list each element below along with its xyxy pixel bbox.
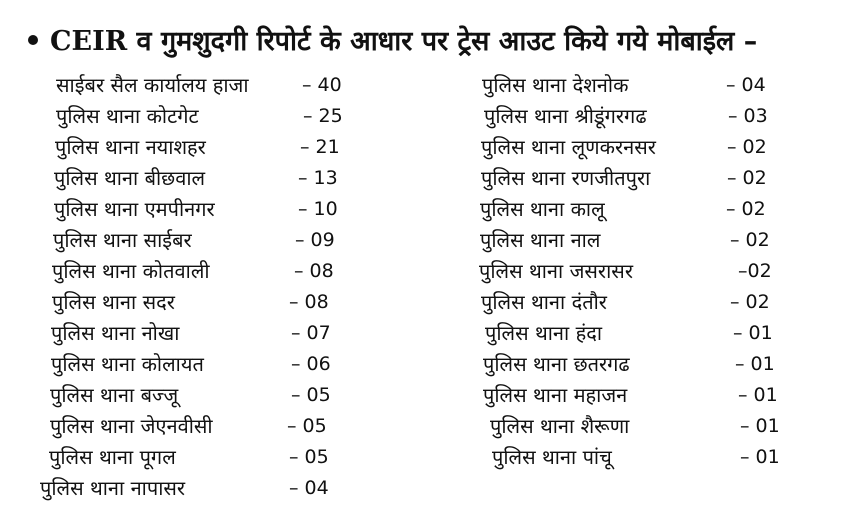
station-name: पुलिस थाना नयाशहर [55, 135, 206, 159]
mobile-count: – 02 [730, 291, 770, 313]
list-item: पुलिस थाना कोलायत – 06 [0, 349, 420, 380]
station-name: पुलिस थाना साईबर [53, 228, 192, 252]
mobile-count: – 04 [289, 477, 329, 499]
station-name: पुलिस थाना महाजन [483, 383, 628, 407]
station-name: पुलिस थाना नाल [480, 228, 601, 252]
mobile-count: – 01 [733, 322, 773, 344]
mobile-count: – 25 [303, 105, 343, 127]
station-name: पुलिस थाना नोखा [51, 321, 180, 345]
mobile-count: – 02 [730, 229, 770, 251]
mobile-count: – 21 [300, 136, 340, 158]
list-item: पुलिस थाना पांचू – 01 [470, 442, 850, 473]
list-item: पुलिस थाना जसरासर –02 [470, 256, 850, 287]
list-item: पुलिस थाना जेएनवीसी – 05 [0, 411, 420, 442]
station-name: पुलिस थाना सदर [52, 290, 175, 314]
station-name: पुलिस थाना पांचू [492, 445, 612, 469]
list-item: पुलिस थाना नयाशहर – 21 [0, 132, 420, 163]
list-item: पुलिस थाना रणजीतपुरा – 02 [470, 163, 850, 194]
mobile-count: – 04 [726, 74, 766, 96]
mobile-count: – 09 [295, 229, 335, 251]
mobile-count: –02 [738, 260, 772, 282]
list-item: पुलिस थाना देशनोक – 04 [470, 70, 850, 101]
station-name: पुलिस थाना कोटगेट [56, 104, 199, 128]
mobile-count: – 02 [726, 198, 766, 220]
mobile-count: – 08 [289, 291, 329, 313]
mobile-count: – 08 [294, 260, 334, 282]
list-item: पुलिस थाना हंदा – 01 [470, 318, 850, 349]
mobile-count: – 03 [728, 105, 768, 127]
list-item: पुलिस थाना महाजन – 01 [470, 380, 850, 411]
station-name: पुलिस थाना दंतौर [481, 290, 607, 314]
mobile-count: – 10 [298, 198, 338, 220]
heading-prefix: CEIR [50, 26, 128, 57]
list-item: पुलिस थाना एमपीनगर – 10 [0, 194, 420, 225]
station-name: पुलिस थाना पूगल [49, 445, 176, 469]
mobile-count: – 02 [727, 136, 767, 158]
section-heading: CEIR व गुमशुदगी रिपोर्ट के आधार पर ट्रेस… [28, 22, 757, 62]
mobile-count: – 02 [727, 167, 767, 189]
bullet-icon [28, 34, 38, 45]
mobile-count: – 40 [302, 74, 342, 96]
left-column: साईबर सैल कार्यालय हाजा – 40 पुलिस थाना … [0, 70, 420, 504]
list-item: पुलिस थाना दंतौर – 02 [470, 287, 850, 318]
station-name: पुलिस थाना श्रीडूंगरगढ [484, 104, 647, 128]
list-item: पुलिस थाना साईबर – 09 [0, 225, 420, 256]
mobile-count: – 06 [291, 353, 331, 375]
mobile-count: – 05 [291, 384, 331, 406]
list-item: पुलिस थाना छतरगढ – 01 [470, 349, 850, 380]
station-name: पुलिस थाना कोलायत [51, 352, 204, 376]
station-name: पुलिस थाना नापासर [40, 476, 186, 500]
list-item: पुलिस थाना शैरूणा – 01 [470, 411, 850, 442]
mobile-count: – 01 [740, 415, 780, 437]
list-item: पुलिस थाना नोखा – 07 [0, 318, 420, 349]
mobile-count: – 13 [298, 167, 338, 189]
mobile-count: – 07 [291, 322, 331, 344]
list-item: पुलिस थाना बज्जू – 05 [0, 380, 420, 411]
station-name: पुलिस थाना लूणकरनसर [481, 135, 656, 159]
station-name: पुलिस थाना जेएनवीसी [50, 414, 213, 438]
list-item: पुलिस थाना सदर – 08 [0, 287, 420, 318]
right-column: पुलिस थाना देशनोक – 04 पुलिस थाना श्रीडू… [470, 70, 850, 473]
list-item: पुलिस थाना श्रीडूंगरगढ – 03 [470, 101, 850, 132]
mobile-count: – 01 [740, 446, 780, 468]
mobile-count: – 05 [289, 446, 329, 468]
station-name: पुलिस थाना देशनोक [482, 73, 629, 97]
list-item: पुलिस थाना नापासर – 04 [0, 473, 420, 504]
list-item: पुलिस थाना कालू – 02 [470, 194, 850, 225]
station-name: साईबर सैल कार्यालय हाजा [56, 73, 249, 97]
station-name: पुलिस थाना छतरगढ [483, 352, 630, 376]
station-name: पुलिस थाना एमपीनगर [54, 197, 215, 221]
list-item: साईबर सैल कार्यालय हाजा – 40 [0, 70, 420, 101]
station-name: पुलिस थाना हंदा [485, 321, 602, 345]
station-name: पुलिस थाना रणजीतपुरा [481, 166, 651, 190]
heading-text: व गुमशुदगी रिपोर्ट के आधार पर ट्रेस आउट … [136, 26, 758, 57]
list-item: पुलिस थाना लूणकरनसर – 02 [470, 132, 850, 163]
list-item: पुलिस थाना कोटगेट – 25 [0, 101, 420, 132]
station-name: पुलिस थाना जसरासर [479, 259, 633, 283]
mobile-count: – 01 [735, 353, 775, 375]
station-name: पुलिस थाना कालू [480, 197, 605, 221]
mobile-count: – 01 [738, 384, 778, 406]
station-name: पुलिस थाना बज्जू [50, 383, 179, 407]
station-name: पुलिस थाना कोतवाली [52, 259, 210, 283]
list-item: पुलिस थाना नाल – 02 [470, 225, 850, 256]
station-name: पुलिस थाना शैरूणा [490, 414, 630, 438]
list-item: पुलिस थाना कोतवाली – 08 [0, 256, 420, 287]
list-item: पुलिस थाना पूगल – 05 [0, 442, 420, 473]
station-name: पुलिस थाना बीछवाल [54, 166, 206, 190]
mobile-count: – 05 [287, 415, 327, 437]
list-item: पुलिस थाना बीछवाल – 13 [0, 163, 420, 194]
